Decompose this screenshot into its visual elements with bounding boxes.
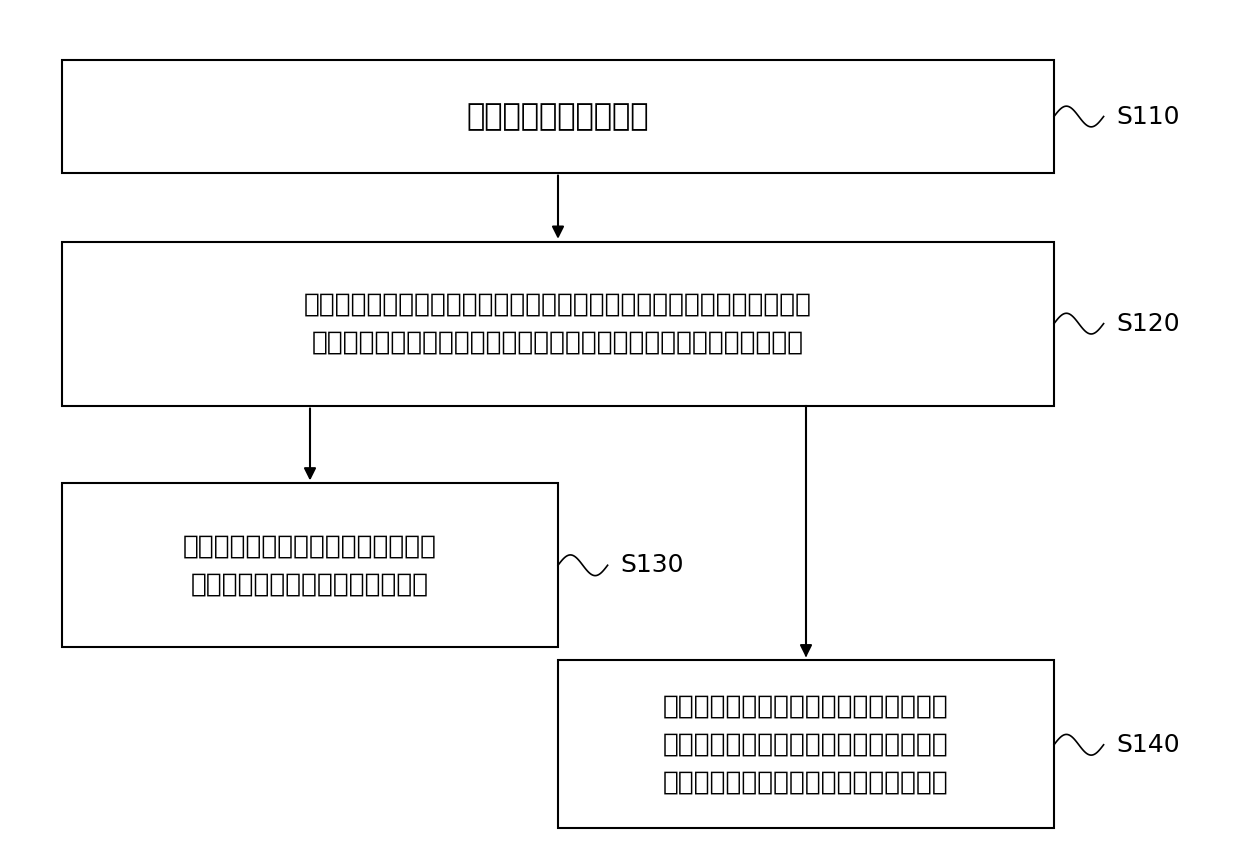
Text: S110: S110	[1116, 104, 1179, 129]
FancyBboxPatch shape	[62, 242, 1054, 406]
Text: 若缓刹车能使无人车在停止线前的位
置停止行驶，则给出缓刹车的决策: 若缓刹车能使无人车在停止线前的位 置停止行驶，则给出缓刹车的决策	[184, 533, 436, 597]
Text: S140: S140	[1116, 733, 1179, 757]
Text: 若缓刹车不能使无人车在停止线前的位置
停止行驶，则给出急刹车的决策，所述急
刹车的加速度大于所述预设的加速度阈值: 若缓刹车不能使无人车在停止线前的位置 停止行驶，则给出急刹车的决策，所述急 刹车…	[663, 693, 949, 796]
FancyBboxPatch shape	[62, 60, 1054, 173]
FancyBboxPatch shape	[558, 660, 1054, 828]
Text: 如果所述信号灯状态为黄灯亮起，则判断缓刹车是否能使无人车在停止线
前的位置停止行驶，所述缓刹车的加速度小于或等于预设的加速度阈值: 如果所述信号灯状态为黄灯亮起，则判断缓刹车是否能使无人车在停止线 前的位置停止行…	[304, 292, 812, 356]
Text: S120: S120	[1116, 312, 1179, 336]
Text: 获取路口的信号灯状态: 获取路口的信号灯状态	[466, 102, 650, 131]
Text: S130: S130	[620, 553, 683, 577]
FancyBboxPatch shape	[62, 483, 558, 647]
